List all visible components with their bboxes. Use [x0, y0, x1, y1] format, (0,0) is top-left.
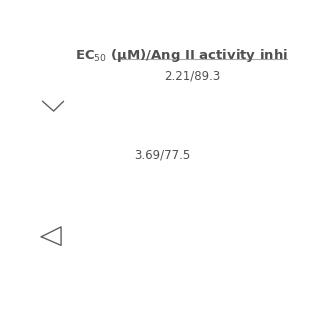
Text: 2.21/89.3: 2.21/89.3	[164, 69, 220, 82]
Text: 3.69/77.5: 3.69/77.5	[134, 148, 190, 161]
Text: EC$_{50}$ (μM)/Ang II activity inhi: EC$_{50}$ (μM)/Ang II activity inhi	[75, 47, 288, 64]
